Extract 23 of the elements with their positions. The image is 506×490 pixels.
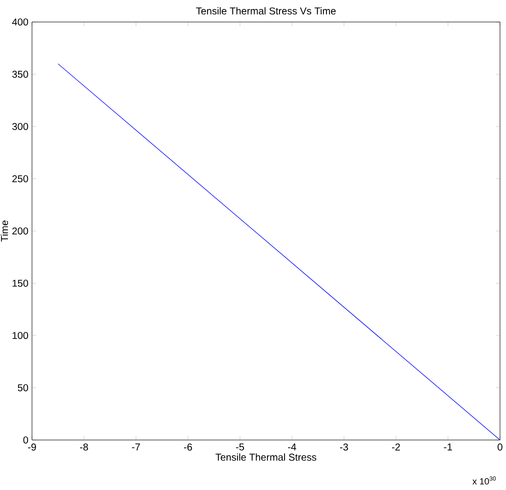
y-tick-label: 100: [12, 332, 28, 340]
y-tick-label: 50: [18, 384, 28, 392]
x-axis-title: Tensile Thermal Stress: [216, 453, 316, 461]
y-tick-label: 400: [12, 18, 28, 26]
y-tick-label: 250: [12, 175, 28, 182]
x-tick-label: -7: [132, 444, 140, 450]
y-tick-label: 300: [12, 122, 28, 130]
y-axis-title: Time: [0, 220, 8, 242]
x-tick-label: -9: [28, 444, 36, 451]
x-tick-label: -1: [444, 444, 452, 450]
x-tick-label: -6: [184, 444, 192, 451]
x-tick-label: -4: [288, 444, 296, 450]
y-tick-label: 350: [12, 70, 28, 78]
y-tick-label: 150: [12, 280, 28, 287]
y-tick-label: 0: [23, 436, 28, 444]
text: x 10$^{30}$: [472, 476, 496, 484]
y-tick-label: 200: [12, 227, 28, 235]
x-tick-label: -5: [236, 444, 244, 450]
x-tick-label: -8: [80, 444, 88, 451]
x-tick-label: -3: [340, 444, 348, 451]
x-tick-label: 0: [498, 444, 502, 451]
chart-title: Tensile Thermal Stress Vs Time: [196, 7, 336, 14]
x-tick-label: -2: [392, 444, 400, 450]
